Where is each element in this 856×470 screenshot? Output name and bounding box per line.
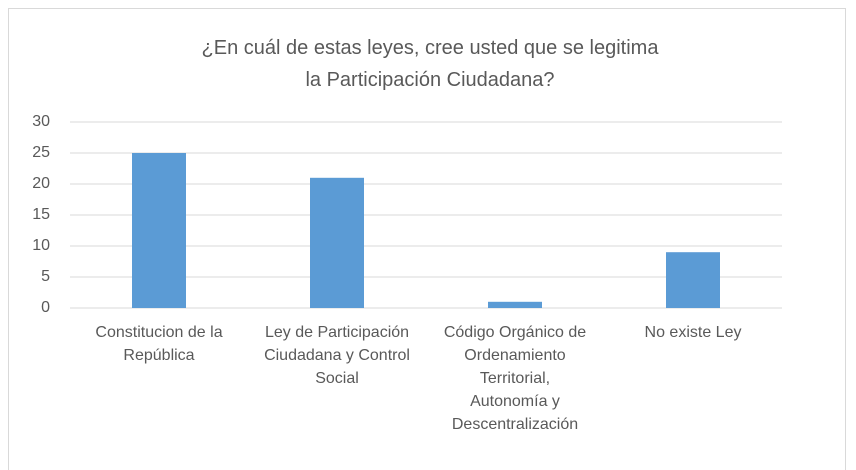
bar <box>132 153 186 308</box>
y-tick-label: 30 <box>32 113 50 130</box>
y-tick-label: 25 <box>32 144 50 161</box>
x-tick-label: No existe Ley <box>644 324 742 341</box>
x-tick-label: Constitucion de la República <box>95 324 223 364</box>
bar <box>488 301 542 308</box>
x-tick-label: Ley de Participación Ciudadana y Control… <box>264 324 410 387</box>
bar <box>310 177 364 308</box>
chart-frame <box>8 8 846 470</box>
y-tick-label: 20 <box>32 175 50 192</box>
y-tick-label: 5 <box>41 268 50 285</box>
x-tick-label: Código Orgánico de Ordenamiento Territor… <box>443 324 587 433</box>
bar <box>666 252 720 308</box>
y-tick-label: 15 <box>32 206 50 223</box>
y-tick-label: 0 <box>41 299 50 316</box>
chart-title: ¿En cuál de estas leyes, cree usted que … <box>201 37 659 91</box>
y-tick-label: 10 <box>32 237 50 254</box>
